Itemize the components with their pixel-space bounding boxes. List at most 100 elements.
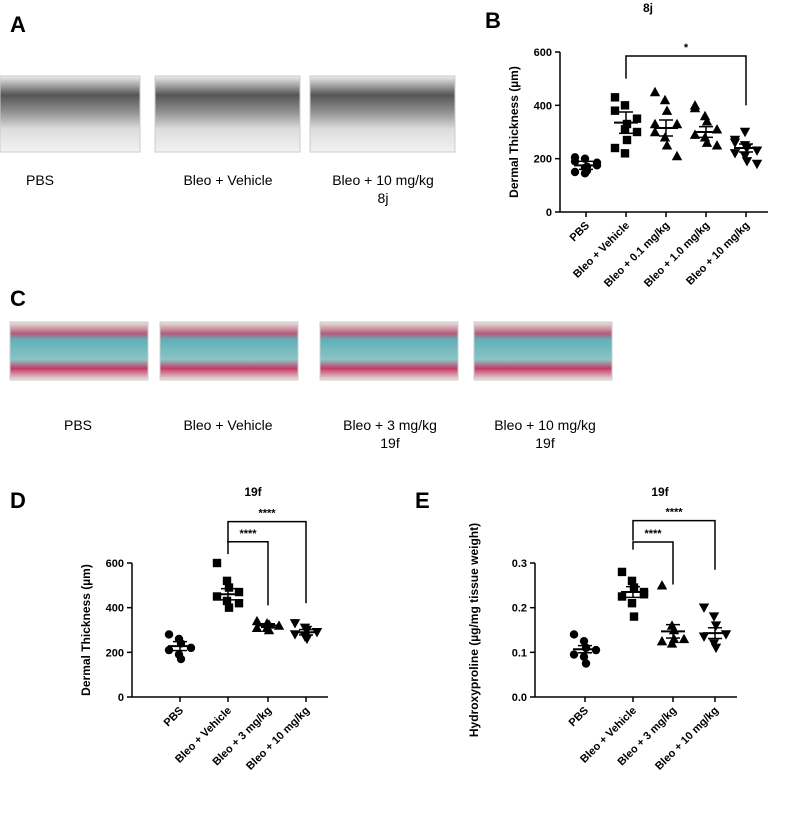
y-axis-label: Dermal Thickness (µm): [507, 66, 521, 198]
data-point: [649, 118, 661, 129]
data-point: [164, 645, 174, 655]
micrograph: [0, 75, 141, 153]
significance-bracket: [632, 541, 674, 585]
data-point: [661, 140, 673, 150]
image-caption: PBS: [26, 172, 54, 188]
data-point: [741, 157, 753, 167]
data-point: [751, 159, 763, 170]
micrograph: [154, 75, 301, 153]
data-point: [301, 625, 313, 636]
data-point: [632, 127, 642, 137]
data-point: [234, 599, 244, 608]
x-tick-label: PBS: [568, 220, 592, 244]
data-point: [176, 654, 186, 664]
data-point: [701, 116, 713, 126]
y-tick-label: 0.1: [512, 647, 527, 659]
data-point: [659, 94, 671, 105]
data-point: [622, 135, 632, 145]
data-point: [632, 114, 642, 123]
image-caption: 19f: [380, 435, 400, 451]
data-point: [263, 624, 275, 635]
data-point: [627, 599, 637, 608]
data-point: [186, 643, 196, 653]
data-point: [620, 149, 630, 158]
y-tick-label: 0.2: [512, 603, 527, 615]
data-point: [222, 596, 232, 606]
data-point: [739, 151, 751, 162]
data-point: [289, 619, 301, 629]
data-point: [671, 150, 683, 161]
data-point: [710, 621, 722, 631]
data-point: [629, 583, 639, 592]
data-point: [708, 612, 720, 622]
data-point: [301, 634, 313, 645]
y-tick-label: 200: [106, 647, 124, 659]
data-point: [164, 630, 174, 639]
data-point: [581, 659, 591, 668]
data-point: [639, 590, 649, 599]
data-point: [569, 650, 579, 659]
data-point: [739, 127, 751, 138]
data-point: [627, 576, 637, 586]
data-point: [622, 119, 632, 129]
data-point: [251, 615, 263, 626]
data-point: [671, 118, 683, 129]
data-point: [251, 622, 263, 632]
significance-label: *: [684, 42, 689, 54]
data-point: [579, 636, 589, 646]
image-caption: PBS: [64, 417, 92, 433]
data-point: [656, 635, 668, 646]
data-point: [649, 126, 661, 137]
significance-label: ****: [258, 508, 276, 520]
data-point: [620, 101, 630, 110]
y-tick-label: 0.0: [512, 692, 527, 704]
data-point: [701, 137, 713, 147]
data-point: [222, 576, 232, 586]
data-point: [699, 110, 711, 121]
data-point: [656, 580, 668, 590]
data-point: [729, 135, 741, 146]
micrograph: [473, 321, 613, 381]
data-point: [649, 86, 661, 97]
image-caption: Bleo + 10 mg/kg: [332, 172, 434, 188]
y-tick-label: 400: [106, 603, 124, 615]
data-point: [678, 633, 690, 644]
significance-label: ****: [239, 528, 257, 540]
data-point: [720, 630, 732, 640]
data-point: [610, 106, 620, 115]
data-point: [689, 129, 701, 139]
data-point: [698, 632, 710, 642]
data-point: [212, 592, 222, 601]
significance-label: ****: [644, 528, 662, 540]
data-point: [610, 93, 620, 102]
image-caption: 8j: [378, 190, 389, 206]
significance-bracket: [632, 519, 716, 570]
y-tick-label: 0: [118, 692, 124, 704]
panel-label: D: [10, 488, 26, 513]
y-tick-label: 600: [534, 47, 552, 59]
data-point: [570, 153, 580, 162]
significance-label: ****: [665, 507, 683, 519]
data-point: [711, 140, 723, 150]
panel-label: C: [10, 286, 26, 311]
data-point: [617, 592, 627, 601]
chart-title: 19f: [244, 485, 262, 499]
data-point: [729, 149, 741, 159]
y-tick-label: 400: [534, 100, 552, 112]
data-point: [620, 125, 630, 134]
chart-title: 8j: [643, 1, 653, 15]
panel-label: B: [485, 8, 501, 33]
data-point: [698, 603, 710, 613]
data-point: [224, 583, 234, 592]
image-caption: Bleo + Vehicle: [183, 172, 272, 188]
data-point: [629, 612, 639, 621]
micrograph: [9, 321, 149, 381]
image-caption: 19f: [535, 435, 555, 451]
y-axis-label: Hydroxyproline (µg/mg tissue weight): [467, 523, 481, 737]
image-caption: Bleo + 10 mg/kg: [494, 417, 596, 433]
chart-title: 19f: [651, 485, 669, 499]
significance-bracket: [227, 520, 307, 604]
x-tick-label: PBS: [162, 705, 186, 729]
micrograph: [319, 321, 459, 381]
